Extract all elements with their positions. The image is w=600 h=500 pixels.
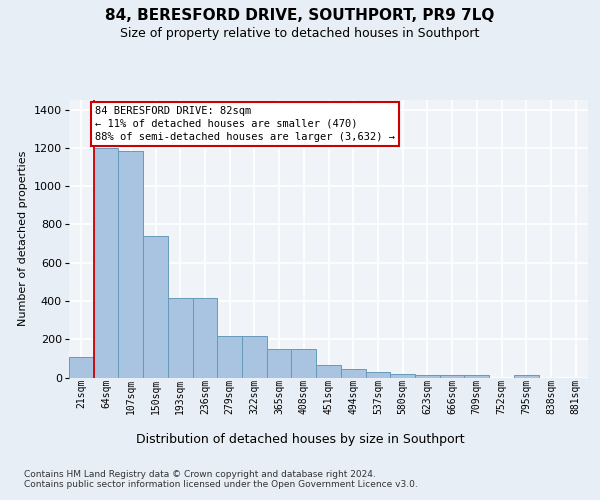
Text: Size of property relative to detached houses in Southport: Size of property relative to detached ho… xyxy=(121,28,479,40)
Bar xyxy=(292,349,316,378)
Text: Distribution of detached houses by size in Southport: Distribution of detached houses by size … xyxy=(136,432,464,446)
Bar xyxy=(390,374,415,378)
Bar xyxy=(514,374,539,378)
Bar xyxy=(316,365,341,378)
Bar xyxy=(118,150,143,378)
Bar xyxy=(341,369,365,378)
Bar xyxy=(69,358,94,378)
Y-axis label: Number of detached properties: Number of detached properties xyxy=(19,151,28,326)
Bar xyxy=(94,148,118,378)
Text: Contains HM Land Registry data © Crown copyright and database right 2024.
Contai: Contains HM Land Registry data © Crown c… xyxy=(24,470,418,490)
Bar xyxy=(440,374,464,378)
Bar xyxy=(217,336,242,378)
Text: 84 BERESFORD DRIVE: 82sqm
← 11% of detached houses are smaller (470)
88% of semi: 84 BERESFORD DRIVE: 82sqm ← 11% of detac… xyxy=(95,106,395,142)
Bar xyxy=(143,236,168,378)
Bar xyxy=(168,298,193,378)
Bar xyxy=(193,298,217,378)
Bar xyxy=(267,349,292,378)
Bar xyxy=(415,374,440,378)
Bar xyxy=(242,336,267,378)
Bar xyxy=(464,374,489,378)
Bar xyxy=(365,372,390,378)
Text: 84, BERESFORD DRIVE, SOUTHPORT, PR9 7LQ: 84, BERESFORD DRIVE, SOUTHPORT, PR9 7LQ xyxy=(106,8,494,22)
